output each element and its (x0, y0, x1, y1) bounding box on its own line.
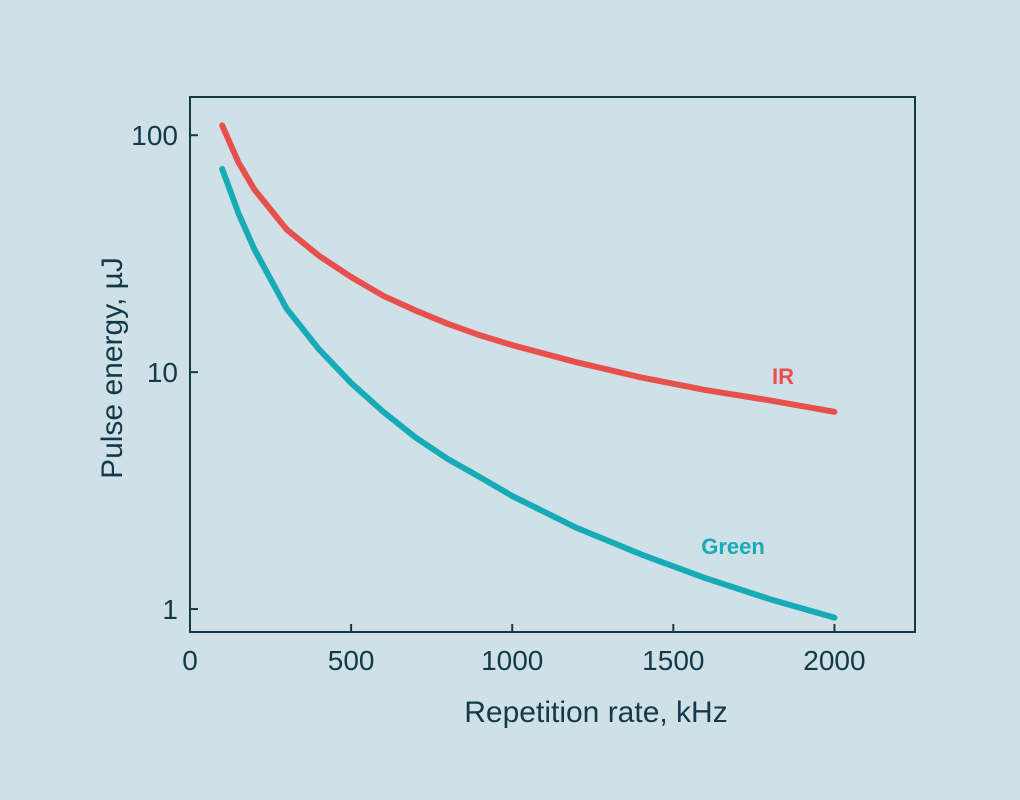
y-axis: 1 10 100 (131, 120, 198, 625)
plot-frame (189, 96, 916, 633)
x-axis-label: Repetition rate, kHz (464, 696, 727, 729)
x-tick-label: 2000 (803, 645, 865, 676)
x-tick-label: 1000 (481, 645, 543, 676)
x-tick-label: 0 (182, 645, 198, 676)
y-axis-label: Pulse energy, µJ (96, 257, 129, 479)
series-line-ir (219, 122, 838, 415)
series-label-ir: IR (772, 364, 794, 389)
x-tick-label: 500 (328, 645, 375, 676)
series-layer (219, 122, 838, 621)
series-labels: IR Green (701, 364, 794, 559)
y-tick-label: 100 (131, 120, 178, 151)
x-tick-label: 1500 (642, 645, 704, 676)
x-axis: 0 500 1000 1500 2000 (182, 624, 866, 676)
series-label-green: Green (701, 534, 765, 559)
y-tick-label: 10 (147, 357, 178, 388)
series-line-green (219, 166, 838, 621)
y-tick-label: 1 (162, 594, 178, 625)
